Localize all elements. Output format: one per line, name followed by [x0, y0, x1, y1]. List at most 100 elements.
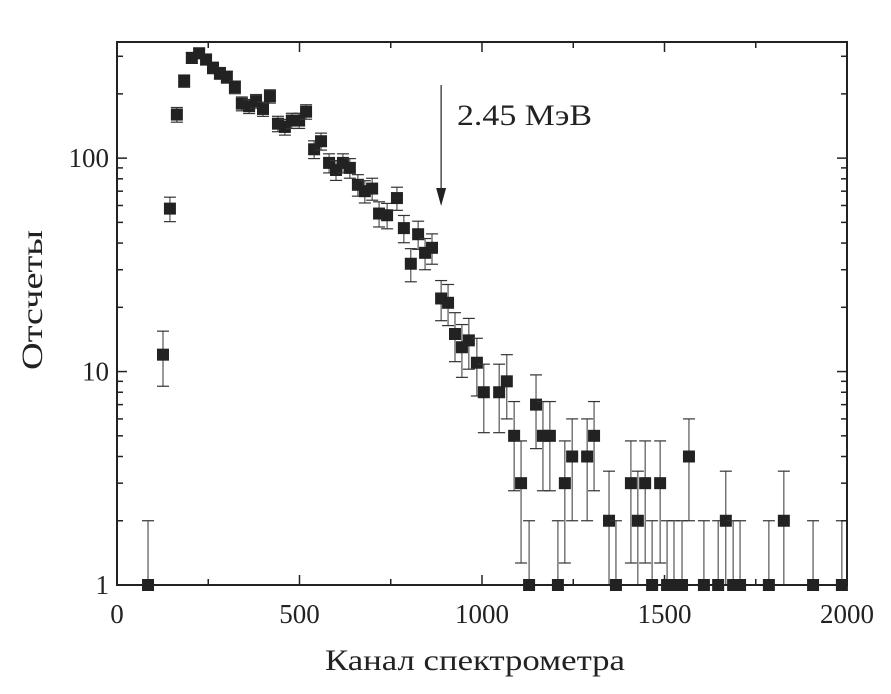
y-tick-label: 1: [96, 570, 110, 600]
data-point: [734, 520, 747, 591]
x-tick-label: 1000: [455, 599, 509, 629]
data-point: [646, 520, 659, 591]
square-marker: [530, 398, 543, 411]
square-marker: [220, 70, 233, 83]
data-point: [588, 400, 601, 492]
data-point: [220, 70, 233, 84]
square-marker: [442, 296, 455, 309]
square-marker: [404, 257, 417, 270]
data-point: [719, 470, 732, 585]
data-point: [470, 337, 483, 397]
data-point: [170, 106, 183, 123]
square-marker: [581, 450, 594, 463]
data-point: [228, 80, 241, 95]
square-marker: [493, 386, 506, 399]
x-tick-label: 500: [279, 599, 320, 629]
data-point: [777, 470, 790, 585]
data-point: [493, 363, 506, 434]
square-marker: [631, 514, 644, 527]
axes: [116, 41, 848, 586]
data-point: [142, 520, 155, 591]
data-point: [609, 520, 622, 591]
data-point: [462, 317, 475, 370]
data-point: [631, 470, 644, 585]
data-point: [308, 140, 321, 160]
data-point: [163, 196, 176, 223]
data-point: [639, 440, 652, 564]
data-point: [523, 520, 536, 591]
data-point: [477, 363, 490, 434]
square-marker: [412, 228, 425, 241]
data-point: [566, 418, 579, 522]
square-marker: [639, 477, 652, 490]
data-point: [603, 470, 616, 585]
square-marker: [603, 514, 616, 527]
x-tick-label: 0: [110, 599, 124, 629]
data-point: [624, 440, 637, 564]
data-point: [412, 220, 425, 250]
data-point: [676, 520, 689, 591]
arrow-down-icon: [436, 188, 447, 206]
data-point: [404, 248, 417, 283]
y-axis-title: Отсчеты: [16, 230, 49, 370]
data-point: [366, 177, 379, 201]
square-marker: [425, 241, 438, 254]
data-point: [558, 440, 571, 564]
data-point: [263, 89, 276, 104]
square-marker: [558, 477, 571, 490]
data-point: [515, 440, 528, 564]
data-point: [156, 330, 169, 387]
data-point: [508, 400, 521, 492]
data-point: [397, 214, 410, 244]
square-marker: [682, 450, 695, 463]
square-marker: [508, 429, 521, 442]
x-axis-title: Канал спектрометра: [325, 644, 625, 677]
annotation-label: 2.45 МэВ: [457, 99, 592, 132]
square-marker: [624, 477, 637, 490]
data-point: [762, 520, 775, 591]
data-point: [425, 233, 438, 265]
data-point: [500, 354, 513, 420]
square-marker: [381, 209, 394, 222]
data-point: [343, 158, 356, 179]
data-point: [381, 202, 394, 230]
square-marker: [366, 182, 379, 195]
square-marker: [719, 514, 732, 527]
square-marker: [315, 135, 328, 148]
square-marker: [543, 429, 556, 442]
square-marker: [588, 429, 601, 442]
square-marker: [566, 450, 579, 463]
square-marker: [156, 348, 169, 361]
y-tick-label: 100: [69, 143, 110, 173]
data-point: [257, 101, 269, 117]
square-marker: [390, 192, 403, 205]
square-marker: [343, 161, 356, 174]
square-marker: [228, 81, 241, 94]
square-marker: [163, 202, 176, 215]
data-point: [697, 520, 710, 591]
data-point: [807, 520, 820, 591]
square-marker: [178, 74, 191, 87]
square-marker: [777, 514, 790, 527]
square-marker: [654, 477, 667, 490]
data-point: [682, 418, 695, 522]
square-marker: [257, 102, 269, 115]
x-tick-label: 2000: [820, 599, 874, 629]
x-tick-label: 1500: [638, 599, 692, 629]
square-marker: [263, 90, 276, 103]
data-point: [178, 74, 191, 88]
square-marker: [170, 108, 183, 121]
data-point: [581, 418, 594, 522]
square-marker: [500, 375, 513, 388]
square-marker: [462, 334, 475, 347]
square-marker: [477, 386, 490, 399]
square-marker: [300, 105, 313, 118]
data-point: [543, 400, 556, 492]
data-point: [712, 520, 725, 591]
data-point: [654, 440, 667, 564]
square-marker: [397, 222, 410, 235]
data-point: [300, 104, 313, 120]
data-point: [442, 283, 455, 327]
data-point: [448, 312, 461, 363]
